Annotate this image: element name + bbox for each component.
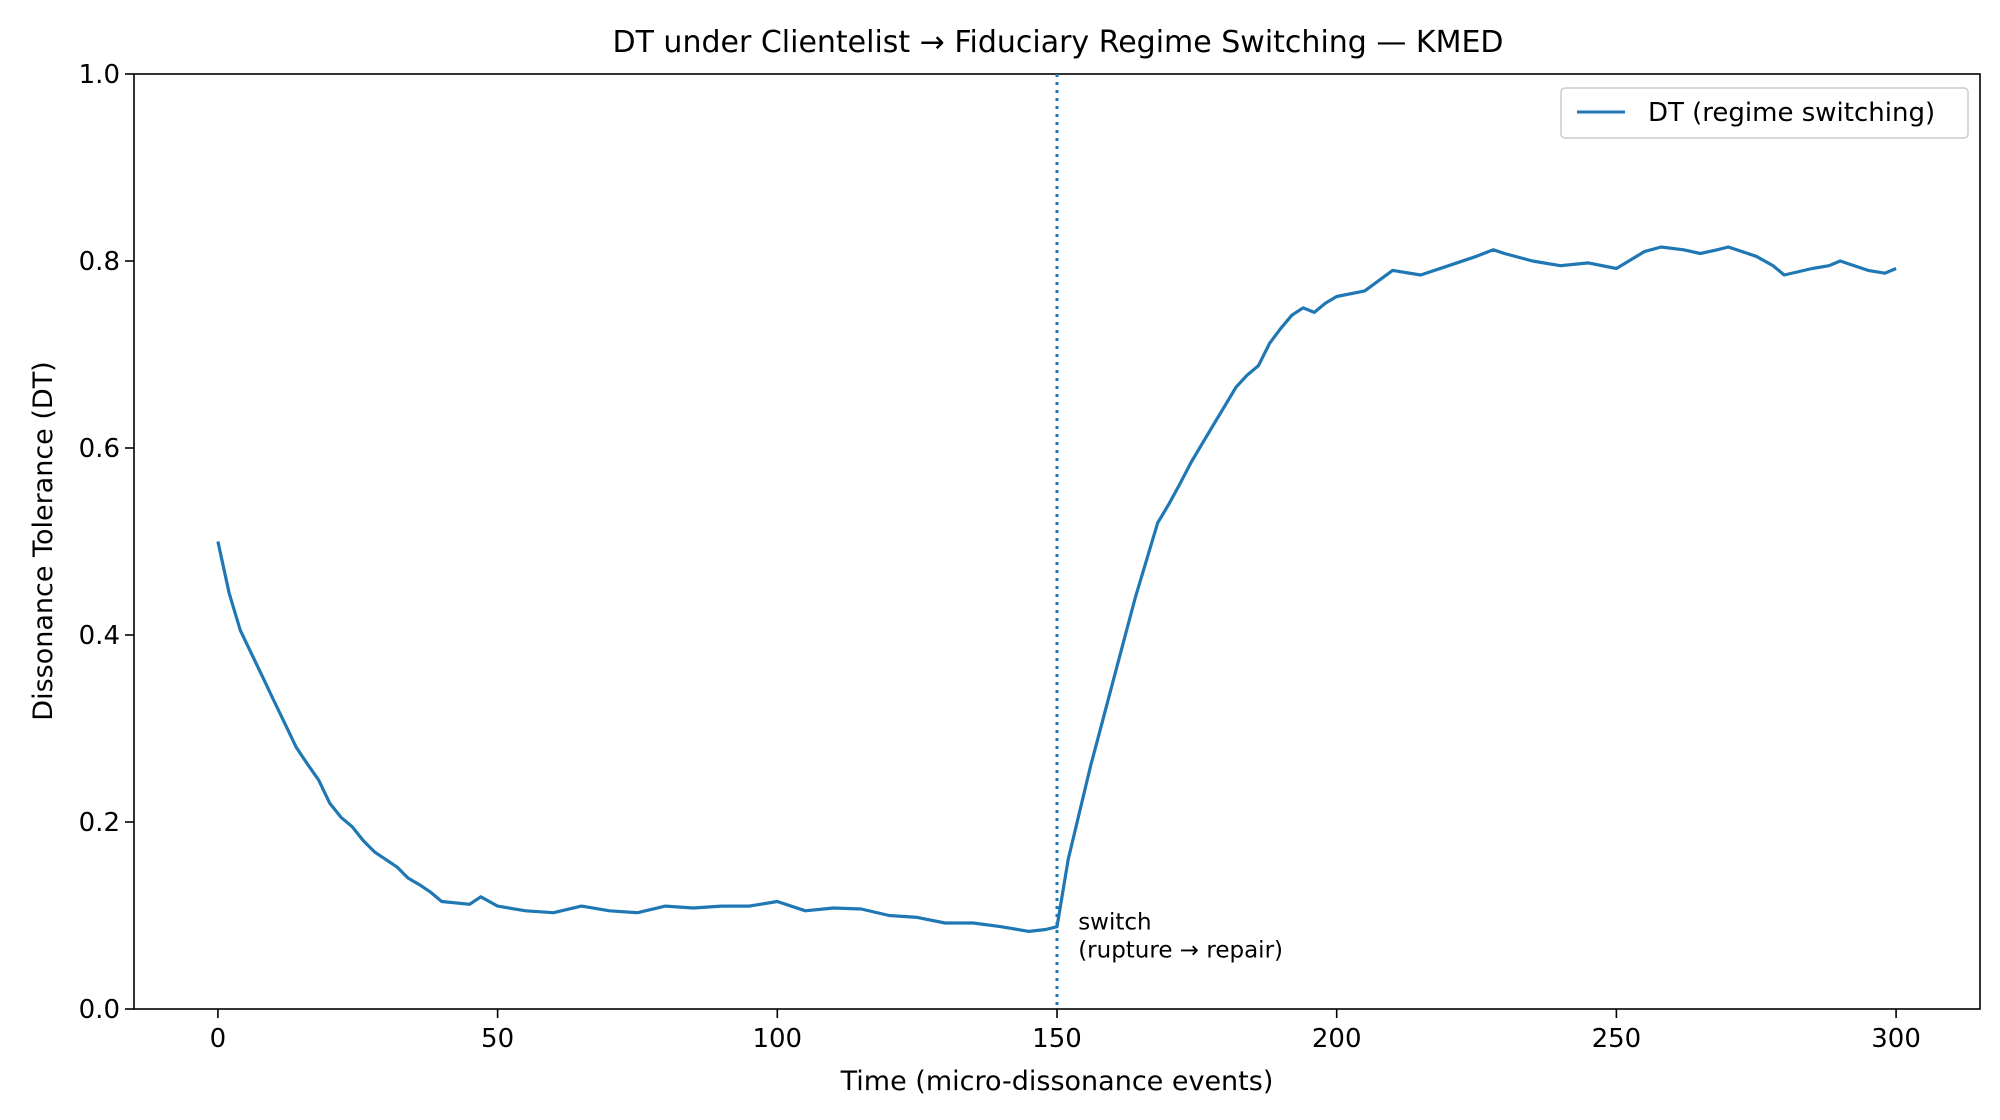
y-axis-label: Dissonance Tolerance (DT) [28, 361, 59, 720]
y-tick-label: 0.6 [79, 434, 120, 464]
x-axis-ticks: 0 50 100 150 200 250 300 [210, 1009, 1921, 1054]
legend: DT (regime switching) [1560, 87, 1969, 139]
legend-box [1560, 87, 1969, 139]
x-tick-label: 100 [752, 1024, 802, 1054]
chart-title: DT under Clientelist → Fiduciary Regime … [612, 25, 1503, 60]
x-tick-label: 0 [210, 1024, 227, 1054]
series-line-0 [216, 245, 1897, 934]
annotation-line-1: (rupture → repair) [1078, 938, 1283, 964]
y-tick-label: 0.4 [79, 621, 120, 651]
x-tick-label: 300 [1871, 1024, 1921, 1054]
x-tick-label: 50 [481, 1024, 514, 1054]
y-tick-label: 0.2 [79, 808, 120, 838]
x-tick-label: 200 [1312, 1024, 1362, 1054]
y-axis-ticks: 0.0 0.2 0.4 0.6 0.8 1.0 [79, 60, 134, 1025]
y-tick-label: 0.0 [79, 995, 120, 1025]
x-axis-label: Time (micro-dissonance events) [840, 1066, 1274, 1097]
x-tick-label: 150 [1032, 1024, 1082, 1054]
annotation-line-0: switch [1078, 910, 1151, 936]
plot-area: 0 50 100 150 200 250 300 0.0 0.2 0.4 0.6 0.8 1.0 sw… [79, 60, 1981, 1054]
series-layer [216, 74, 1897, 1009]
x-tick-label: 250 [1592, 1024, 1642, 1054]
annotation-layer: switch(rupture → repair) [1078, 910, 1283, 964]
legend-label: DT (regime switching) [1648, 98, 1935, 128]
y-tick-label: 0.8 [79, 247, 120, 277]
y-tick-label: 1.0 [79, 60, 120, 90]
